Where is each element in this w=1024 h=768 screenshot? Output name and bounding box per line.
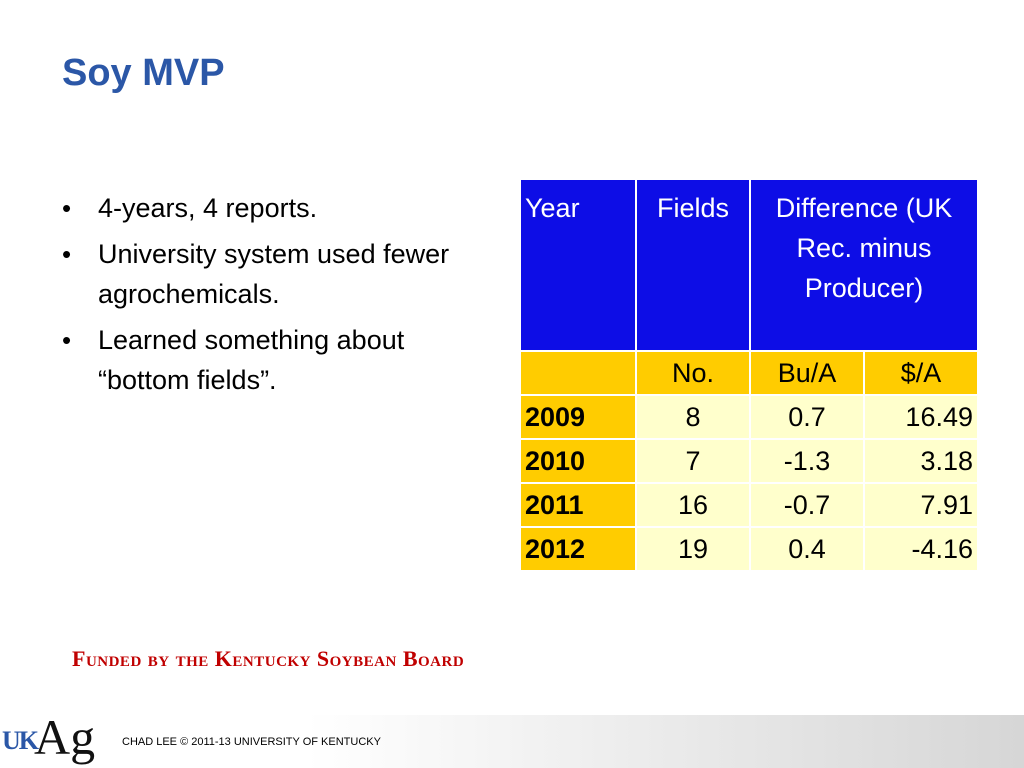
- table-header-row: Year Fields Difference (UK Rec. minus Pr…: [519, 178, 979, 352]
- bullet-item: University system used fewer agrochemica…: [60, 234, 500, 314]
- subheader-blank: [519, 350, 637, 396]
- header-fields: Fields: [635, 178, 751, 352]
- row-no: 8: [635, 394, 751, 440]
- row-dollar: 3.18: [863, 438, 979, 484]
- subheader-no: No.: [635, 350, 751, 396]
- table-row: 2012 19 0.4 -4.16: [519, 526, 979, 572]
- row-year: 2012: [519, 526, 637, 572]
- logo-uk-text: UK: [2, 726, 39, 755]
- row-year: 2010: [519, 438, 637, 484]
- row-no: 7: [635, 438, 751, 484]
- bullet-item: 4-years, 4 reports.: [60, 188, 500, 228]
- footer-credit: CHAD LEE © 2011-13 UNIVERSITY OF KENTUCK…: [122, 736, 381, 748]
- ukag-logo: UK Ag: [2, 708, 102, 768]
- row-year: 2009: [519, 394, 637, 440]
- row-bu: -0.7: [749, 482, 865, 528]
- table-row: 2009 8 0.7 16.49: [519, 394, 979, 440]
- row-bu: 0.4: [749, 526, 865, 572]
- table-row: 2010 7 -1.3 3.18: [519, 438, 979, 484]
- logo-ag-text: Ag: [34, 709, 96, 765]
- table-row: 2011 16 -0.7 7.91: [519, 482, 979, 528]
- row-no: 19: [635, 526, 751, 572]
- row-dollar: 7.91: [863, 482, 979, 528]
- header-difference: Difference (UK Rec. minus Producer): [749, 178, 979, 352]
- bullet-item: Learned something about “bottom fields”.: [60, 320, 500, 400]
- row-dollar: 16.49: [863, 394, 979, 440]
- row-no: 16: [635, 482, 751, 528]
- funding-credit: Funded by the Kentucky Soybean Board: [72, 646, 465, 671]
- row-year: 2011: [519, 482, 637, 528]
- subheader-bu: Bu/A: [749, 350, 865, 396]
- row-dollar: -4.16: [863, 526, 979, 572]
- header-year: Year: [519, 178, 637, 352]
- table-subheader-row: No. Bu/A $/A: [519, 350, 979, 396]
- bullet-list: 4-years, 4 reports. University system us…: [60, 188, 500, 406]
- row-bu: -1.3: [749, 438, 865, 484]
- slide-title: Soy MVP: [62, 52, 225, 94]
- results-table: Year Fields Difference (UK Rec. minus Pr…: [519, 178, 979, 572]
- footer-band: [0, 715, 1024, 768]
- row-bu: 0.7: [749, 394, 865, 440]
- subheader-dollar: $/A: [863, 350, 979, 396]
